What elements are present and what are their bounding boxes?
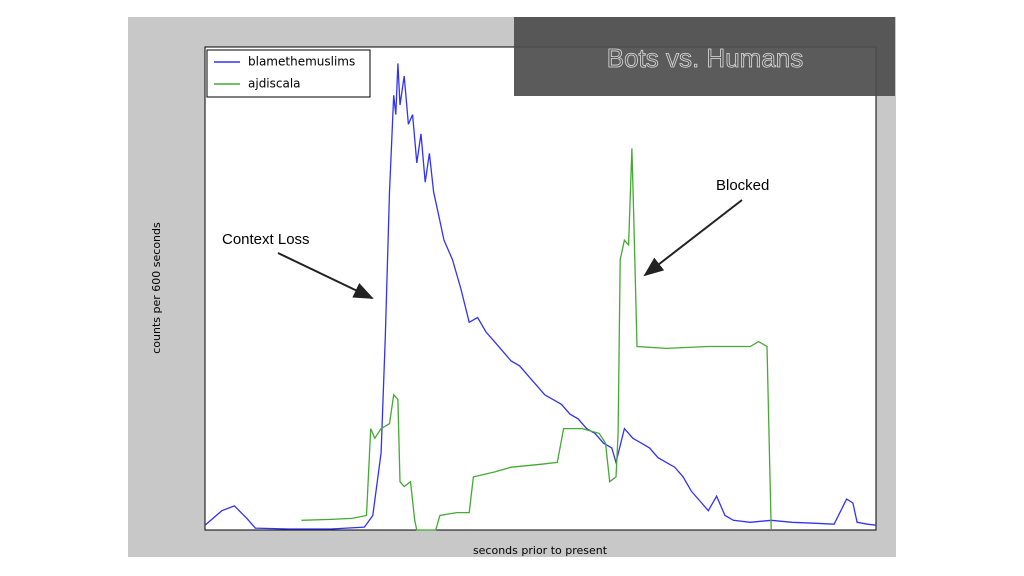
- lines: [204, 63, 877, 531]
- plot-area: [204, 46, 877, 531]
- legend-label: ajdiscala: [248, 77, 301, 91]
- x-axis-label: seconds prior to present: [473, 544, 608, 557]
- title-banner: [514, 17, 895, 96]
- arrow: [277, 252, 374, 299]
- series-line: [301, 148, 772, 531]
- y-axis-label: counts per 600 seconds: [150, 222, 163, 354]
- legend-label: blamethemuslims: [248, 55, 355, 69]
- series-line: [204, 63, 877, 530]
- legend-box: [206, 49, 371, 98]
- annotation: Context Loss: [222, 231, 310, 248]
- arrow: [643, 199, 743, 277]
- annotation: Blocked: [716, 177, 769, 194]
- legend: blamethemuslims ajdiscala: [206, 49, 371, 98]
- slide-title: Bots vs. Humans: [607, 43, 804, 73]
